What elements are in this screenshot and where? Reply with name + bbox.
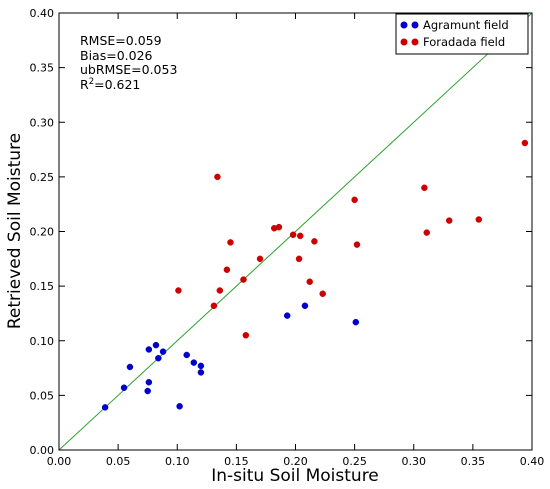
y-tick-label: 0.40: [30, 7, 55, 20]
x-tick-label: 0.30: [402, 455, 427, 468]
legend-marker: [400, 21, 408, 29]
legend-marker: [411, 21, 419, 29]
bias-label: Bias=0.026: [80, 48, 153, 63]
data-point: [145, 346, 153, 353]
r2-prefix: R: [80, 77, 89, 92]
data-point: [319, 290, 326, 298]
data-point: [227, 239, 234, 246]
data-point: [159, 348, 167, 355]
data-point: [101, 404, 109, 411]
data-point: [152, 341, 160, 349]
y-tick-label: 0.10: [30, 335, 55, 348]
data-point: [295, 255, 303, 263]
data-point: [353, 241, 361, 248]
data-point: [197, 362, 205, 370]
y-tick-label: 0.00: [30, 444, 55, 457]
data-point: [216, 287, 224, 294]
data-point: [120, 384, 128, 391]
data-point: [296, 232, 304, 240]
series-foradada: [175, 139, 529, 339]
data-point: [214, 173, 221, 181]
rmse-label: RMSE=0.059: [80, 33, 162, 48]
x-tick-label: 0.25: [342, 455, 367, 468]
data-point: [175, 287, 182, 294]
x-tick-label: 0.20: [283, 455, 308, 468]
x-tick-label: 0.40: [520, 455, 545, 468]
series-agramunt: [101, 302, 360, 411]
data-point: [283, 312, 291, 319]
data-point: [289, 231, 297, 239]
data-point: [126, 363, 134, 371]
r2-value: =0.621: [94, 77, 140, 92]
x-tick-label: 0.35: [461, 455, 486, 468]
data-point: [256, 255, 264, 263]
legend-box: [395, 13, 529, 55]
r2-superscript: 2: [89, 77, 94, 87]
one-to-one-line: [58, 12, 533, 451]
data-point: [176, 403, 183, 410]
y-tick-label: 0.35: [30, 62, 55, 75]
data-point: [275, 223, 283, 231]
data-point: [421, 184, 428, 192]
data-point: [423, 229, 431, 236]
data-point: [475, 216, 483, 223]
legend-marker: [411, 38, 419, 46]
y-tick-label: 0.15: [30, 280, 55, 293]
legend: Agramunt field Foradada field: [395, 13, 529, 55]
data-point: [145, 379, 153, 386]
ubrmse-label: ubRMSE=0.053: [80, 62, 177, 77]
x-tick-label: 0.15: [224, 455, 249, 468]
x-axis-title: In-situ Soil Moisture: [211, 466, 379, 486]
data-point: [144, 387, 151, 395]
y-tick-label: 0.20: [30, 226, 55, 239]
legend-label-agramunt: Agramunt field: [423, 18, 509, 32]
data-point: [183, 351, 190, 359]
data-point: [197, 369, 205, 376]
data-point: [306, 278, 313, 286]
x-tick-label: 0.00: [47, 455, 72, 468]
x-tick-label: 0.10: [165, 455, 190, 468]
data-point: [521, 139, 529, 147]
y-tick-label: 0.25: [30, 171, 55, 184]
data-point: [242, 332, 250, 339]
data-point: [155, 354, 162, 362]
data-point: [210, 302, 218, 310]
data-point: [240, 276, 247, 283]
legend-marker: [400, 38, 408, 46]
data-point: [311, 238, 318, 245]
r2-label: R2=0.621: [80, 77, 140, 92]
x-tick-label: 0.05: [106, 455, 131, 468]
y-axis-title: Retrieved Soil Moisture: [5, 133, 25, 329]
data-point: [351, 196, 358, 204]
y-tick-label: 0.05: [30, 389, 55, 402]
data-point: [301, 302, 309, 310]
legend-label-foradada: Foradada field: [423, 35, 505, 49]
data-point: [223, 266, 231, 273]
y-tick-label: 0.30: [30, 116, 55, 129]
data-point: [190, 359, 198, 366]
data-point: [445, 217, 453, 224]
data-point: [352, 318, 360, 326]
